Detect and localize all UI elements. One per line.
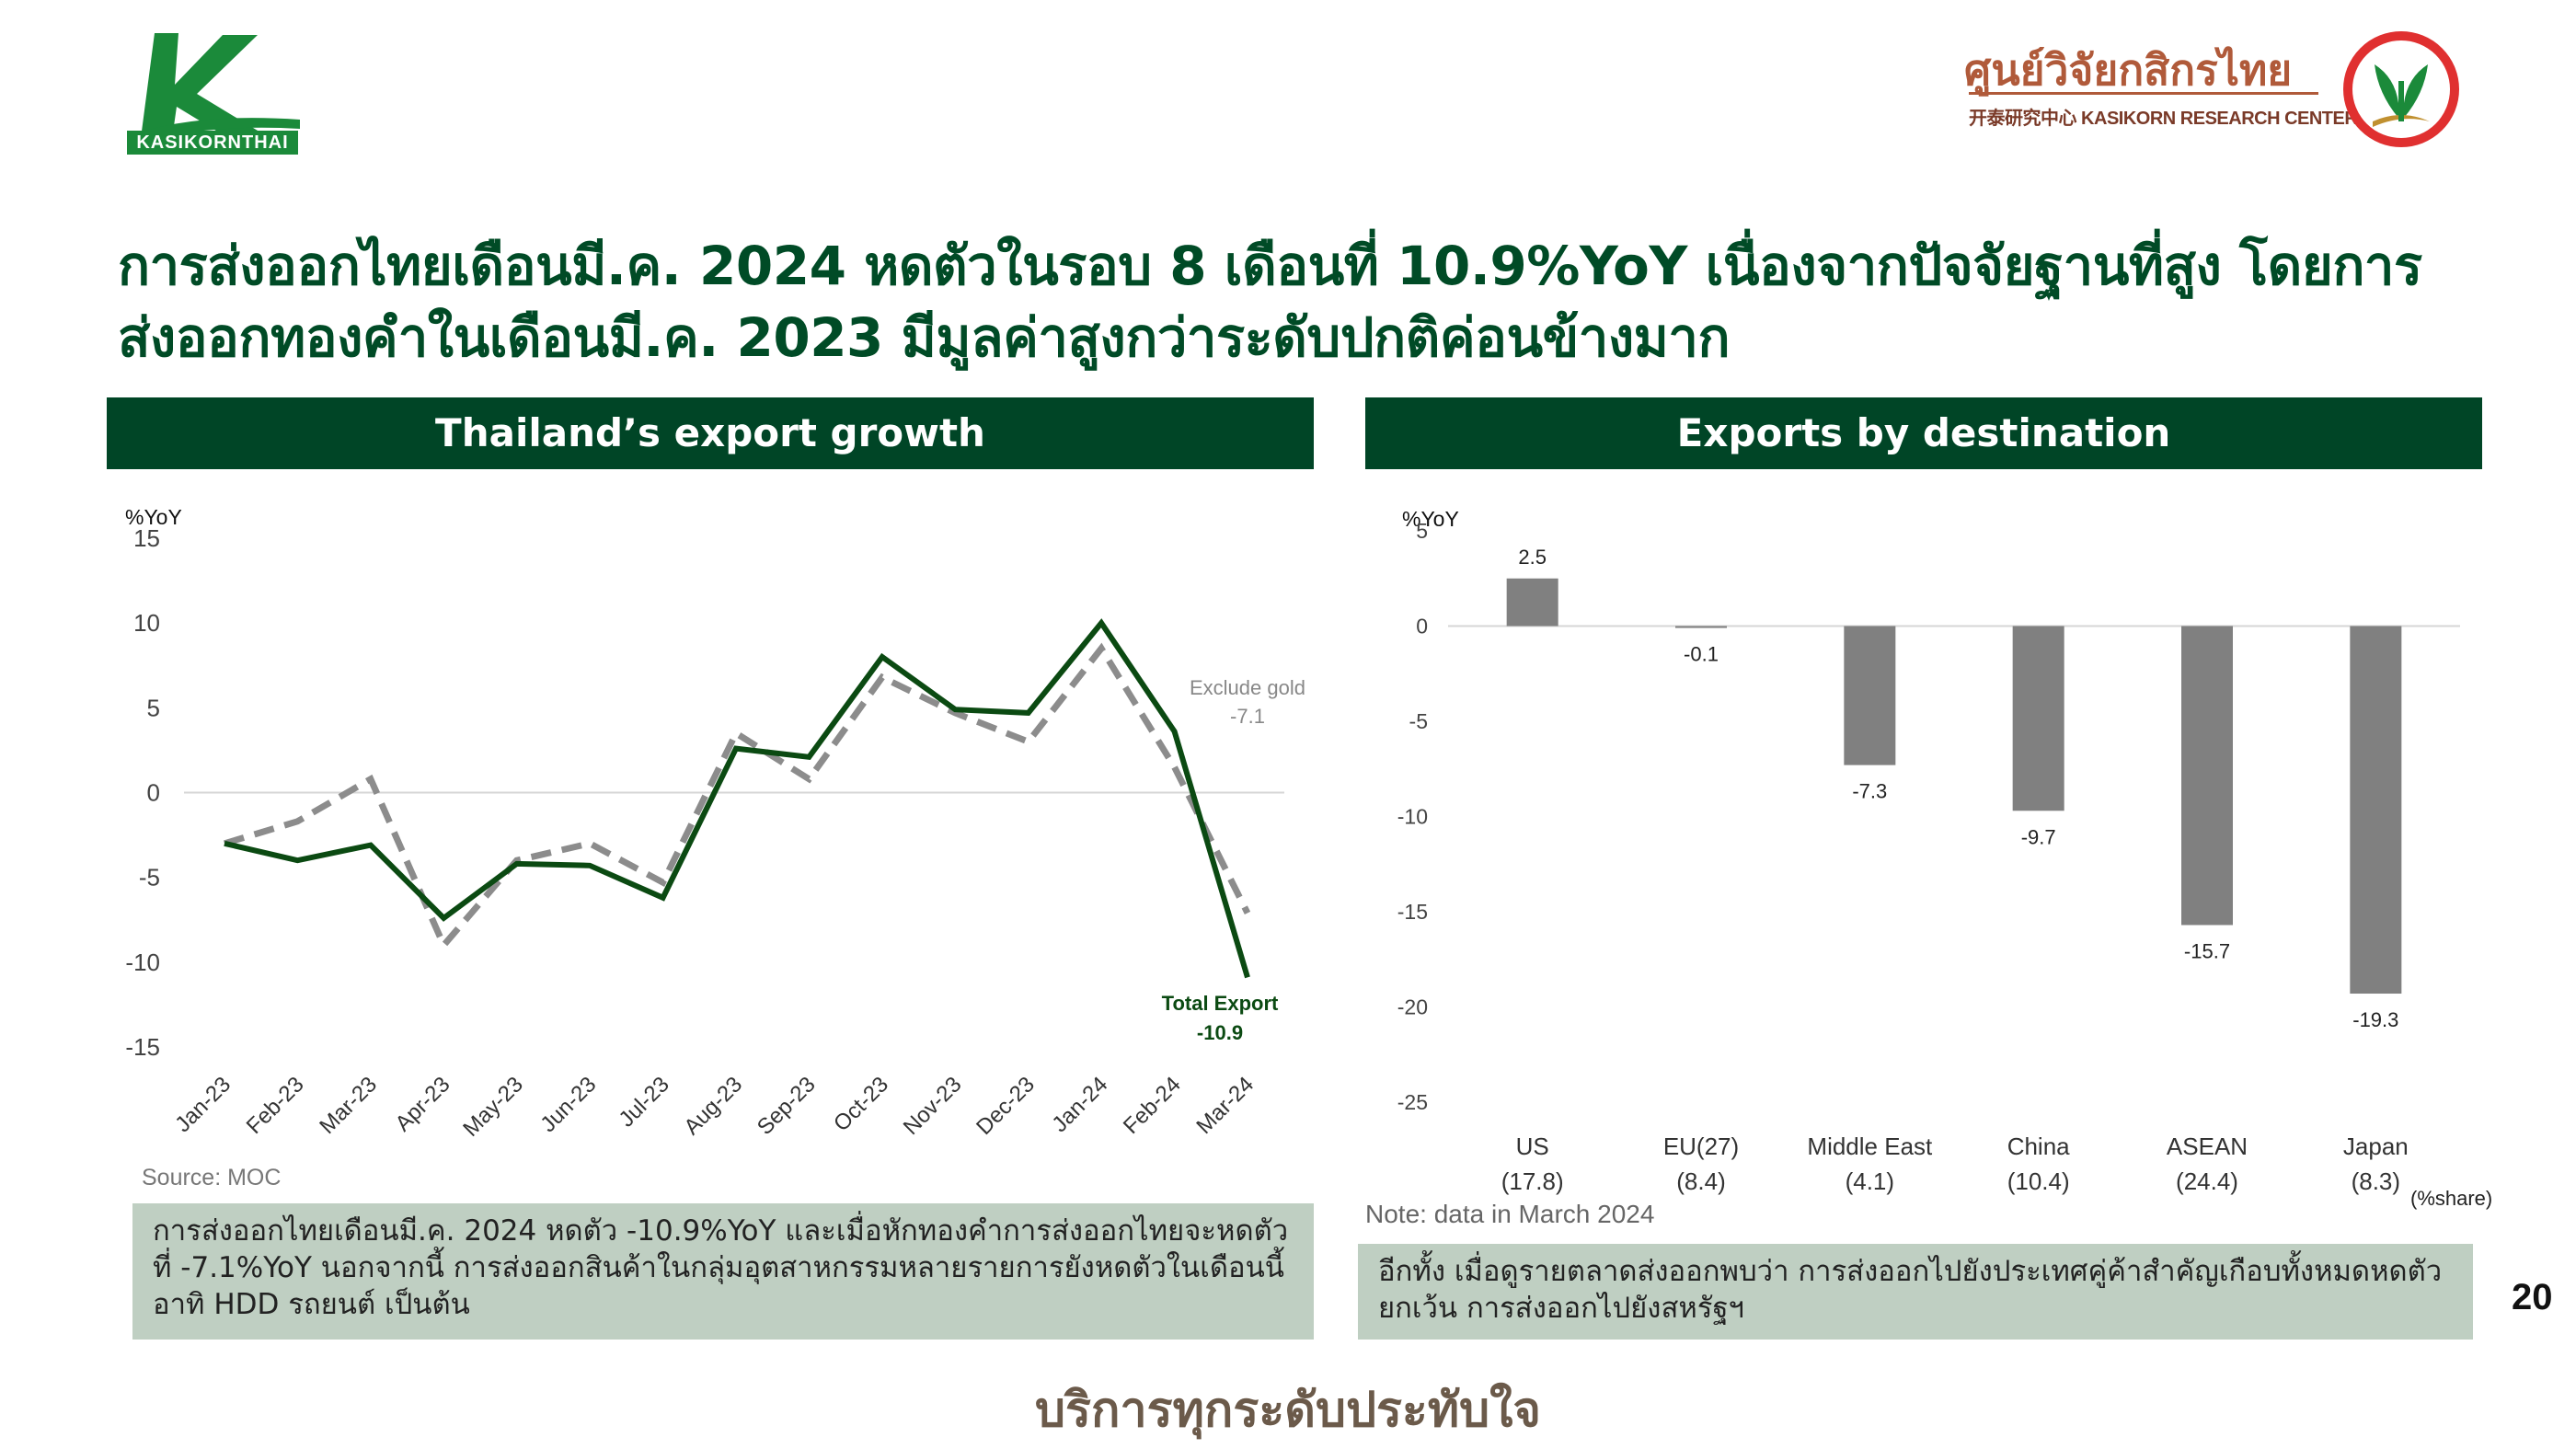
bar-value-label: 2.5 <box>1518 546 1547 569</box>
left-x-tick-label: Jan-23 <box>170 1072 236 1137</box>
destination-share-label: (8.4) <box>1676 1167 1725 1195</box>
left-x-tick-label: Jul-23 <box>614 1072 673 1132</box>
right-y-tick-label: -15 <box>1397 900 1428 924</box>
left-x-tick-label: Aug-23 <box>679 1072 747 1140</box>
destination-category-label: EU(27) <box>1663 1133 1739 1160</box>
kasikorn-research-logo-english: 开泰研究中心 KASIKORN RESEARCH CENTER <box>1969 109 2358 129</box>
left-y-tick-label: -5 <box>139 864 160 891</box>
left-y-tick-label: -10 <box>125 949 160 976</box>
bar-value-label: -19.3 <box>2352 1008 2398 1031</box>
left-x-tick-label: Feb-23 <box>242 1072 309 1139</box>
logo-divider <box>1969 92 2318 95</box>
right-y-tick-label: -20 <box>1397 995 1428 1019</box>
destination-bars: 2.5 US (17.8) -0.1 EU(27) (8.4) -7.3 Middle Eas… <box>1501 546 2409 1195</box>
left-summary-box: การส่งออกไทยเดือนมี.ค. 2024 หดตัว -10.9%… <box>132 1203 1314 1340</box>
exports-by-destination-bar-chart: %YoY 5 0 -5 -10 -15 -20 -25 2.5 US (17.8) -0.1 EU(… <box>1397 507 2460 1195</box>
destination-bar <box>2350 626 2402 995</box>
destination-bar <box>1675 626 1727 628</box>
destination-share-label: (24.4) <box>2176 1167 2238 1195</box>
export-growth-line-chart: %YoY 15 10 5 0 -5 -10 -15 Jan-23 Feb-23 Mar-23 Ap… <box>125 505 1305 1142</box>
destination-category-label: Middle East <box>1807 1133 1933 1160</box>
left-x-tick-label: Nov-23 <box>899 1072 967 1140</box>
destination-share-label: (10.4) <box>2007 1167 2070 1195</box>
exclude-gold-end-value: -7.1 <box>1230 705 1265 728</box>
left-y-axis-label: %YoY <box>125 505 182 529</box>
bar-value-label: -7.3 <box>1852 780 1887 803</box>
total-export-series-label: Total Export <box>1162 992 1279 1015</box>
destination-bar <box>2181 626 2233 926</box>
left-y-tick-label: 0 <box>147 779 160 807</box>
left-x-ticks: Jan-23 Feb-23 Mar-23 Apr-23 May-23 Jun-23 Jul-… <box>170 1072 1259 1142</box>
left-x-tick-label: Apr-23 <box>390 1072 454 1136</box>
right-y-tick-label: -25 <box>1397 1090 1428 1114</box>
left-x-tick-label: Jun-23 <box>535 1072 601 1137</box>
kasikornthai-logo-text: KASIKORNTHAI <box>127 131 298 155</box>
right-y-tick-label: -5 <box>1409 709 1428 733</box>
right-y-axis-label: %YoY <box>1402 507 1459 531</box>
left-x-tick-label: May-23 <box>458 1072 528 1142</box>
left-x-tick-label: Mar-24 <box>1191 1072 1259 1139</box>
left-y-tick-label: 5 <box>147 694 160 721</box>
bar-value-label: -0.1 <box>1684 643 1719 666</box>
left-y-tick-label: -15 <box>125 1033 160 1061</box>
destination-share-label: (4.1) <box>1846 1167 1894 1195</box>
page-number: 20 <box>2512 1277 2553 1317</box>
right-summary-box: อีกทั้ง เมื่อดูรายตลาดส่งออกพบว่า การส่ง… <box>1358 1244 2473 1340</box>
destination-bar <box>2012 626 2064 811</box>
destination-share-label: (8.3) <box>2352 1167 2400 1195</box>
right-y-ticks: 5 0 -5 -10 -15 -20 -25 <box>1397 519 1428 1114</box>
page-title: การส่งออกไทยเดือนมี.ค. 2024 หดตัวในรอบ 8… <box>118 235 2422 369</box>
left-y-tick-label: 15 <box>133 524 160 552</box>
destination-category-label: US <box>1516 1133 1549 1160</box>
right-y-tick-label: 5 <box>1416 519 1428 543</box>
destination-bar <box>1506 578 1558 627</box>
destination-category-label: China <box>2007 1133 2070 1160</box>
bar-value-label: -15.7 <box>2184 939 2230 962</box>
left-x-tick-label: Jan-24 <box>1047 1072 1112 1137</box>
data-note: Note: data in March 2024 <box>1365 1200 1655 1228</box>
left-y-tick-label: 10 <box>133 609 160 637</box>
right-panel-title: Exports by destination <box>1365 397 2482 469</box>
left-x-tick-label: Mar-23 <box>315 1072 382 1139</box>
share-unit-label: (%share) <box>2410 1187 2493 1210</box>
destination-category-label: ASEAN <box>2167 1133 2248 1160</box>
exclude-gold-series-label: Exclude gold <box>1190 676 1305 699</box>
source-note: Source: MOC <box>142 1165 282 1190</box>
left-x-tick-label: Dec-23 <box>972 1072 1040 1140</box>
right-y-tick-label: -10 <box>1397 805 1428 829</box>
total-export-end-value: -10.9 <box>1197 1021 1243 1044</box>
destination-bar <box>1844 626 1896 765</box>
kasikorn-bank-emblem-icon <box>2343 31 2459 147</box>
kasikorn-research-logo-thai: ศูนย์วิจัยกสิกรไทย <box>1964 45 2293 95</box>
left-y-ticks: 15 10 5 0 -5 -10 -15 <box>125 524 160 1061</box>
right-y-tick-label: 0 <box>1416 615 1428 638</box>
total-export-line <box>224 618 1250 979</box>
destination-share-label: (17.8) <box>1501 1167 1564 1195</box>
left-x-tick-label: Sep-23 <box>753 1072 821 1140</box>
left-x-tick-label: Oct-23 <box>829 1072 893 1136</box>
left-panel-title: Thailand’s export growth <box>107 397 1314 469</box>
bar-value-label: -9.7 <box>2021 825 2056 848</box>
exclude-gold-line <box>223 642 1251 951</box>
destination-category-label: Japan <box>2343 1133 2409 1160</box>
kasikornthai-logo-mark <box>129 33 300 145</box>
left-x-tick-label: Feb-24 <box>1119 1072 1186 1139</box>
footer-tagline: บริการทุกระดับประทับใจ <box>1035 1382 1541 1438</box>
